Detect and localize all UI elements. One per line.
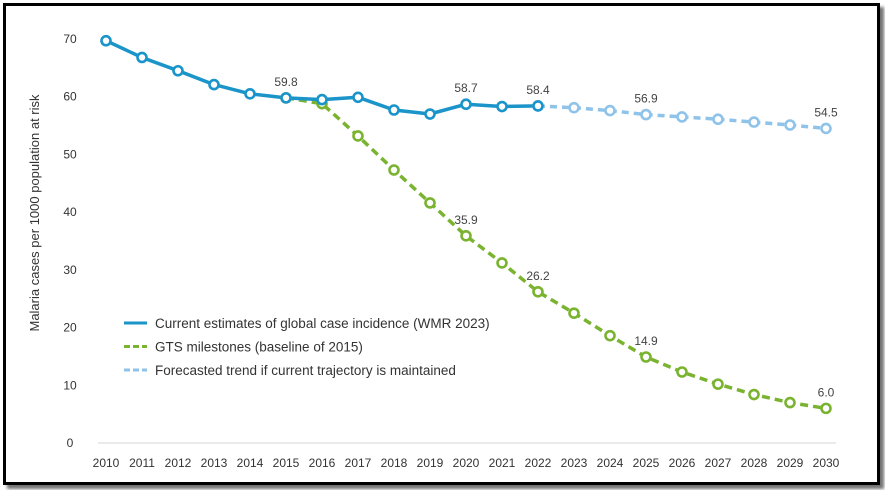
series-0-point	[424, 108, 436, 120]
legend: Current estimates of global case inciden…	[124, 316, 490, 378]
data-label: 6.0	[818, 385, 835, 399]
legend-label-1: GTS milestones (baseline of 2015)	[155, 340, 363, 355]
series-1-point	[640, 351, 652, 363]
y-tick-label: 0	[67, 436, 74, 450]
series-0-point	[208, 78, 220, 91]
series-0-point	[388, 104, 400, 116]
data-label: 54.5	[814, 105, 838, 119]
legend-label-2: Forecasted trend if current trajectory i…	[155, 363, 456, 378]
series-2-point	[712, 113, 724, 126]
x-tick-label: 2027	[705, 456, 732, 470]
series-2-point	[604, 104, 616, 117]
x-tick-label: 2014	[237, 456, 264, 470]
data-label: 35.9	[454, 213, 478, 227]
series-line-1	[285, 96, 827, 411]
series-2-point	[640, 108, 652, 121]
series-1-point	[388, 164, 400, 176]
x-tick-label: 2016	[309, 456, 336, 470]
x-tick-label: 2010	[93, 456, 120, 470]
chart-frame	[3, 3, 880, 485]
series-1-point	[604, 329, 616, 342]
x-tick-label: 2026	[669, 456, 696, 470]
series-0-point	[460, 98, 472, 111]
series-1-point	[676, 366, 688, 378]
data-label: 26.2	[526, 269, 550, 283]
x-tick-label: 2021	[489, 456, 516, 470]
series-2-point	[748, 116, 760, 128]
y-tick-label: 60	[63, 90, 77, 104]
series-2-point	[820, 122, 832, 135]
series-1-point	[712, 378, 724, 390]
series-2-point	[784, 119, 796, 131]
x-tick-label: 2013	[201, 456, 228, 470]
x-tick-label: 2018	[381, 456, 408, 470]
series-1-point	[568, 307, 580, 319]
series-1-point	[784, 396, 796, 409]
data-label: 56.9	[634, 92, 658, 106]
series-0-point	[280, 92, 292, 104]
legend-label-0: Current estimates of global case inciden…	[155, 316, 490, 331]
x-tick-label: 2020	[453, 456, 480, 470]
x-tick-label: 2023	[561, 456, 588, 470]
x-tick-label: 2019	[417, 456, 444, 470]
series-2-point	[568, 101, 580, 114]
y-tick-label: 50	[63, 147, 77, 161]
data-label: 58.4	[526, 83, 550, 97]
x-tick-label: 2029	[777, 456, 804, 470]
x-tick-label: 2017	[345, 456, 372, 470]
series-1-point	[532, 285, 544, 298]
points-layer	[100, 34, 832, 415]
series-1-point	[424, 197, 436, 209]
x-tick-label: 2025	[633, 456, 660, 470]
y-tick-label: 20	[63, 321, 77, 335]
data-label: 59.8	[274, 75, 298, 89]
y-axis-title: Malaria cases per 1000 population at ris…	[27, 94, 42, 332]
series-0-point	[316, 93, 328, 106]
x-tick-label: 2024	[597, 456, 624, 470]
y-tick-label: 40	[63, 205, 77, 219]
series-2-point	[676, 111, 688, 123]
labels-layer: 59.8 58.7 58.4 56.9 54.5 35.9 26.2 14.9 6.0	[274, 75, 838, 400]
y-tick-label: 70	[63, 32, 77, 46]
x-tick-label: 2028	[741, 456, 768, 470]
y-tick-label: 30	[63, 263, 77, 277]
series-0-point	[352, 91, 364, 104]
y-tick-label: 10	[63, 378, 77, 392]
data-label: 14.9	[634, 334, 658, 348]
series-0-point	[496, 100, 508, 113]
x-tick-label: 2015	[273, 456, 300, 470]
series-0-point	[172, 64, 184, 77]
series-1-point	[460, 230, 472, 242]
series-1-point	[820, 402, 832, 415]
series-0-point	[100, 34, 112, 47]
x-tick-label: 2022	[525, 456, 552, 470]
x-tick-label: 2030	[813, 456, 840, 470]
series-1-point	[496, 257, 508, 269]
series-0-point	[136, 51, 148, 64]
series-1-point	[352, 130, 364, 142]
x-tick-label: 2011	[129, 456, 155, 470]
series-1-point	[748, 388, 760, 401]
data-label: 58.7	[454, 81, 478, 95]
series-0-point	[532, 100, 544, 112]
series-0-point	[244, 88, 256, 100]
x-tick-label: 2012	[165, 456, 192, 470]
